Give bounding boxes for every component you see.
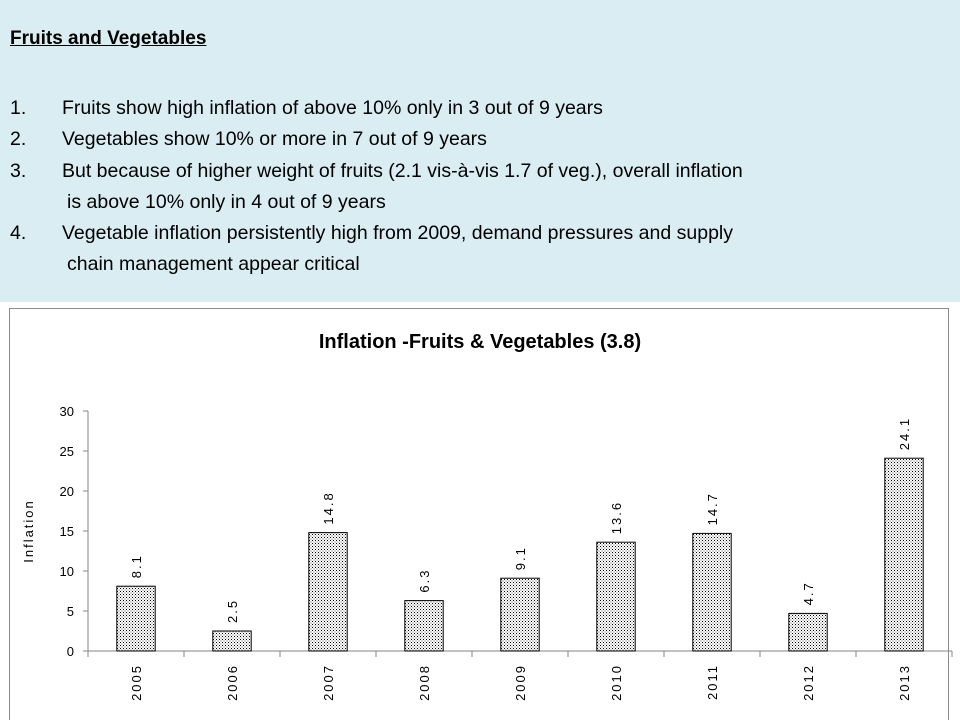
list-number: 2. xyxy=(10,128,27,151)
chart-frame xyxy=(9,308,949,720)
x-tick-label: 2009 xyxy=(513,664,528,701)
y-tick-label: 15 xyxy=(60,524,74,539)
data-label: 9.1 xyxy=(513,546,528,570)
data-label: 14.7 xyxy=(705,492,720,525)
list-line-continued: is above 10% only in 4 out of 9 years xyxy=(67,190,386,213)
data-label: 2.5 xyxy=(225,599,240,623)
bar xyxy=(884,457,924,652)
y-tick-label: 10 xyxy=(60,564,74,579)
plot-area: 0 5 10 15 20 25 30 8.1 2005 2.5 2006 14.8 2007 6.3 200… xyxy=(60,404,953,701)
y-tick-label: 20 xyxy=(60,484,74,499)
y-tick-label: 30 xyxy=(60,404,74,419)
x-tick-label: 2006 xyxy=(225,664,240,701)
text-panel: Fruits and Vegetables 1. Fruits show hig… xyxy=(0,0,960,302)
x-tick-label: 2010 xyxy=(609,664,624,701)
list-number: 4. xyxy=(10,222,27,245)
bar xyxy=(308,532,348,652)
list-item: 1. Fruits show high inflation of above 1… xyxy=(10,93,743,124)
x-tick-label: 2011 xyxy=(705,664,720,700)
data-label: 24.1 xyxy=(897,417,912,450)
list-line-continued: chain management appear critical xyxy=(67,253,360,276)
y-axis-label: Inflation xyxy=(21,499,36,563)
bar xyxy=(116,585,156,652)
x-tick-label: 2012 xyxy=(801,664,816,701)
bar xyxy=(212,630,252,652)
section-heading: Fruits and Vegetables xyxy=(10,28,207,49)
x-tick-label: 2013 xyxy=(897,664,912,701)
list-item: 3. But because of higher weight of fruit… xyxy=(10,156,743,219)
bar xyxy=(692,532,732,652)
y-tick-label: 5 xyxy=(67,604,74,619)
y-tick-label: 0 xyxy=(67,644,74,659)
list-item: 4. Vegetable inflation persistently high… xyxy=(10,218,743,281)
data-label: 14.8 xyxy=(321,491,336,524)
x-tick-label: 2005 xyxy=(129,664,144,701)
chart-title: Inflation -Fruits & Vegetables (3.8) xyxy=(319,331,641,353)
list-number: 3. xyxy=(10,159,27,182)
bar xyxy=(404,600,444,652)
bar xyxy=(788,612,828,652)
data-label: 4.7 xyxy=(801,581,816,605)
data-label: 8.1 xyxy=(129,554,144,578)
list-line: Fruits show high inflation of above 10% … xyxy=(62,97,603,119)
list-line: Vegetable inflation persistently high fr… xyxy=(62,222,733,245)
data-label: 13.6 xyxy=(609,501,624,534)
x-tick-label: 2008 xyxy=(417,664,432,701)
x-tick-label: 2007 xyxy=(321,664,336,701)
bar xyxy=(596,541,636,652)
data-label: 6.3 xyxy=(417,569,432,593)
bullet-list: 1. Fruits show high inflation of above 1… xyxy=(10,93,743,281)
list-line: But because of higher weight of fruits (… xyxy=(62,159,743,182)
bar xyxy=(500,577,540,652)
list-number: 1. xyxy=(10,97,27,119)
list-item: 2. Vegetables show 10% or more in 7 out … xyxy=(10,124,743,155)
y-tick-label: 25 xyxy=(60,444,74,459)
list-line: Vegetables show 10% or more in 7 out of … xyxy=(62,128,487,151)
